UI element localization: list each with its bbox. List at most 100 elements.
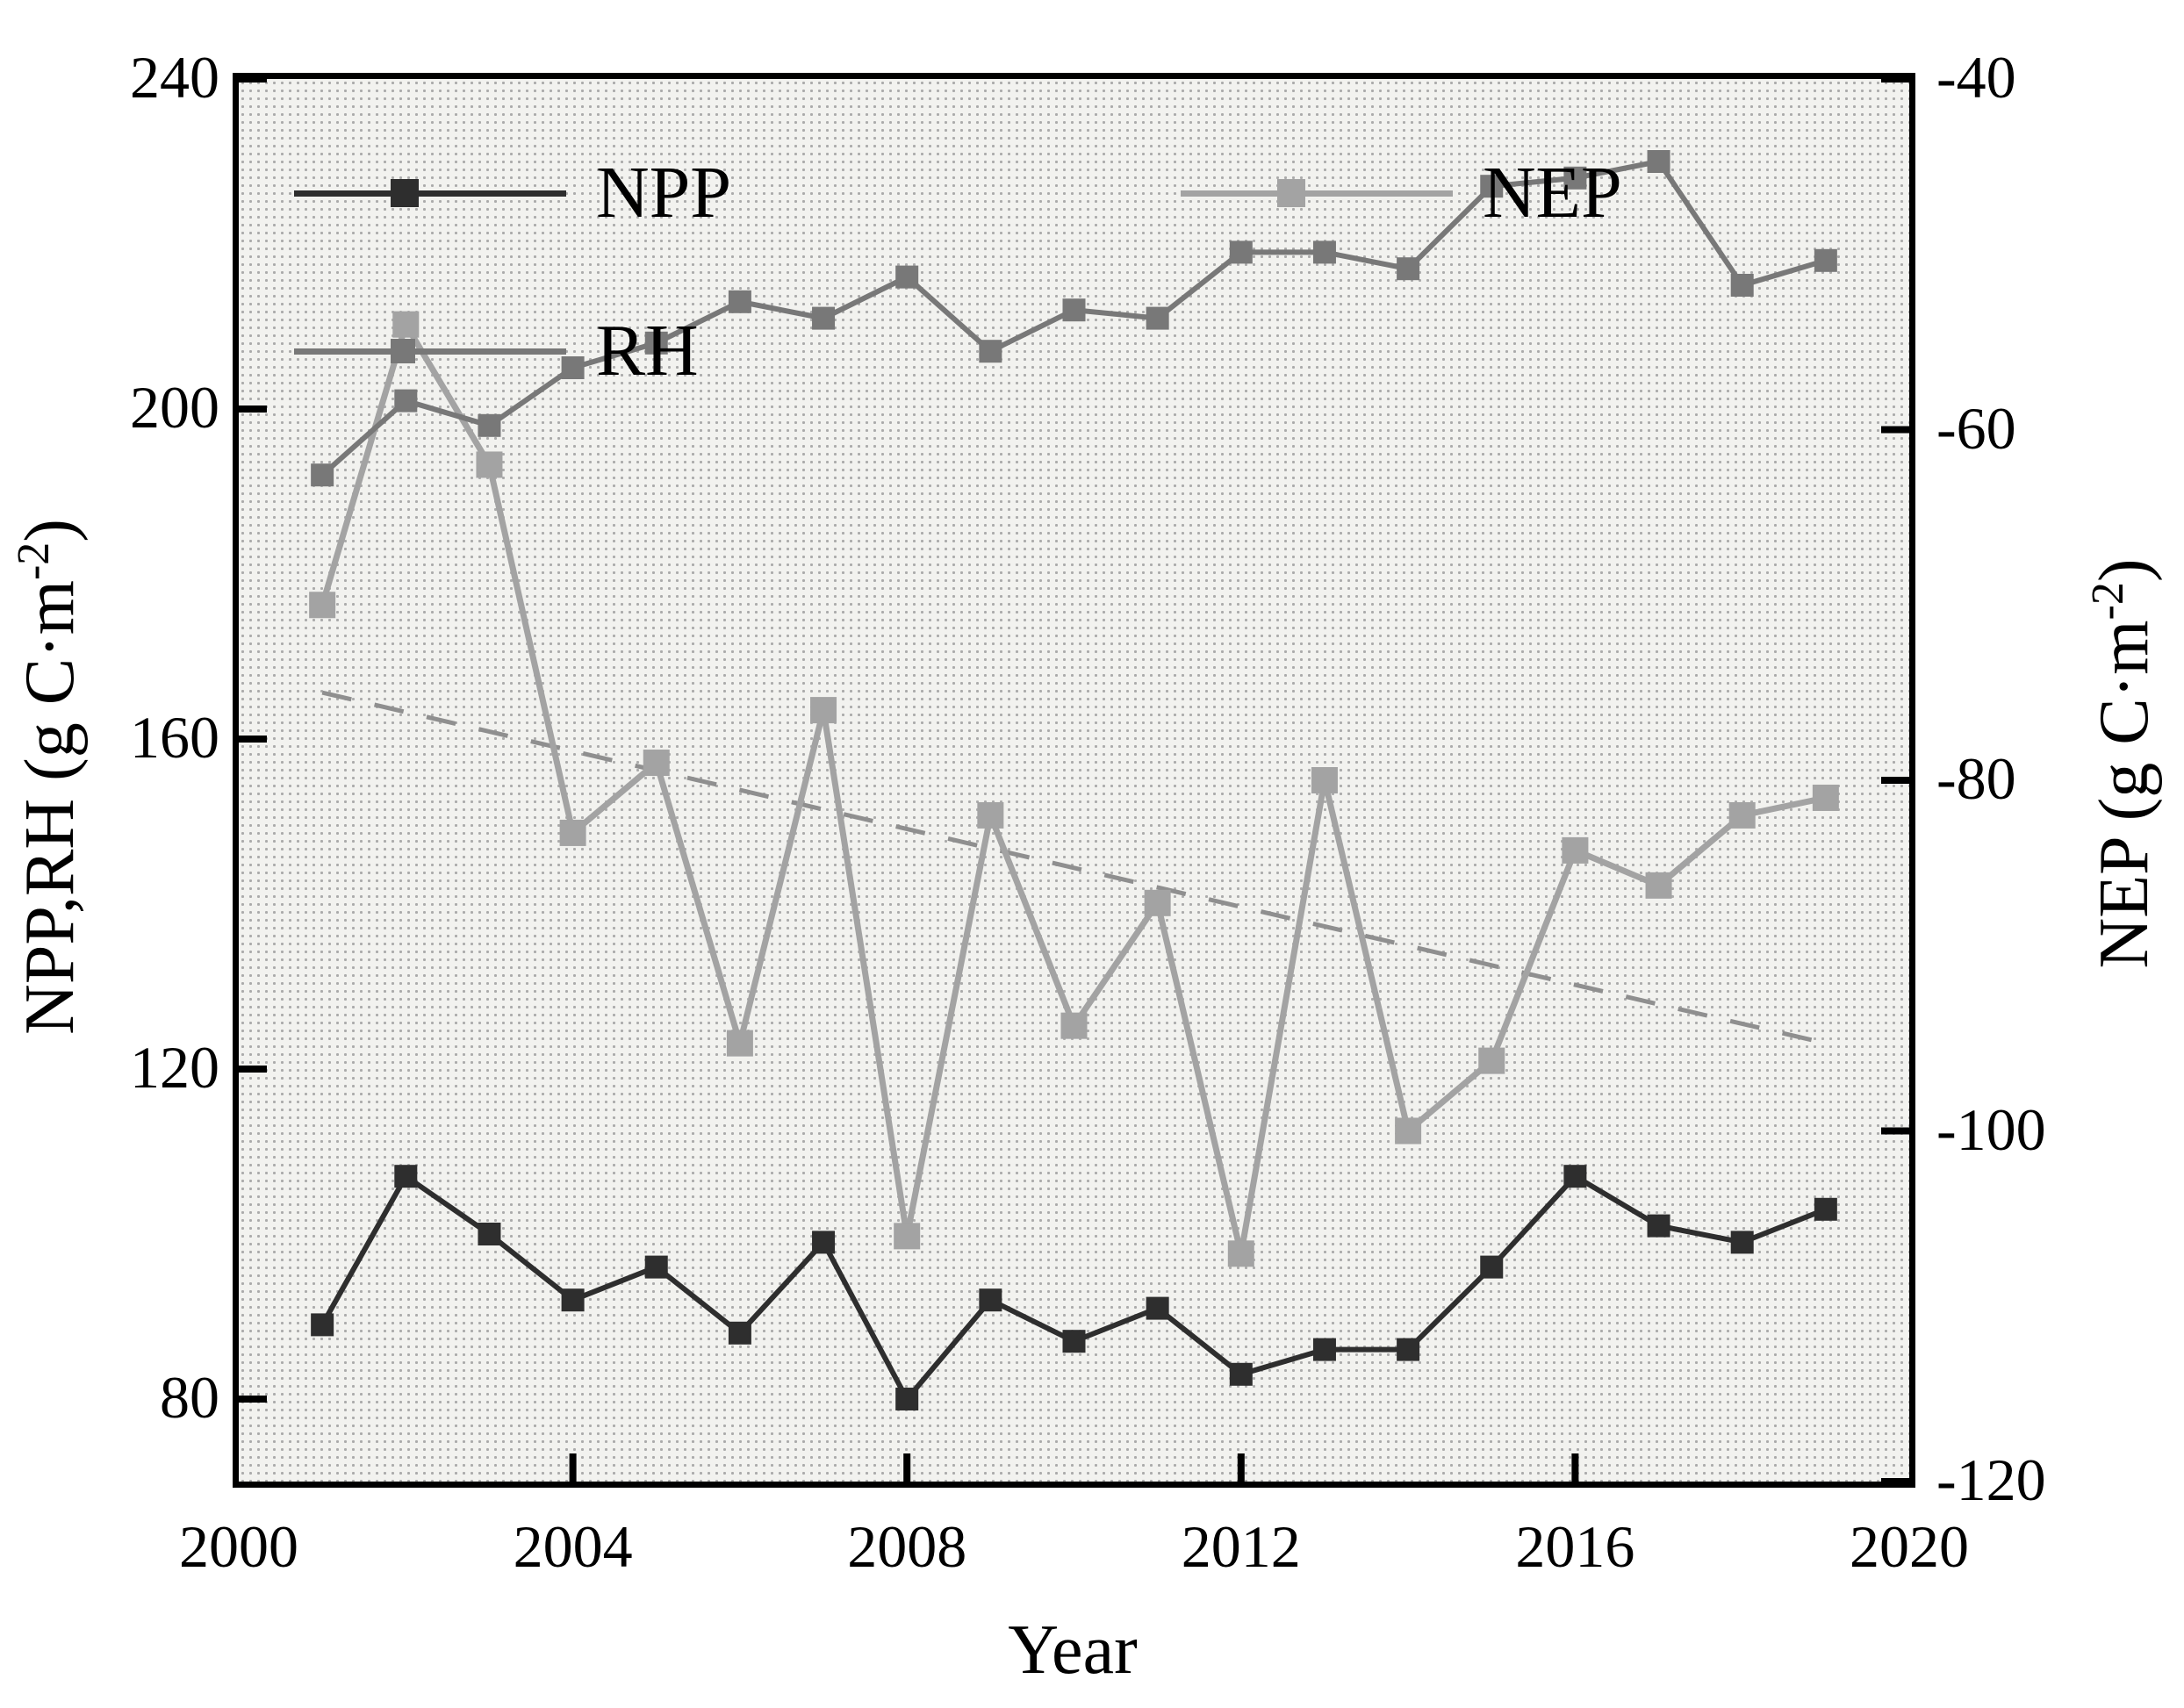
y-right-tick-label: -60 xyxy=(1936,394,2016,462)
rh-data-point-marker xyxy=(478,413,501,437)
npp-data-point-marker xyxy=(812,1231,836,1254)
legend-item-nep: NEP xyxy=(1181,151,1622,235)
npp-data-point-marker xyxy=(1062,1330,1086,1353)
rh-data-point-marker xyxy=(1480,175,1504,198)
rh-data-point-marker xyxy=(1229,240,1253,264)
rh-data-point-marker xyxy=(394,389,418,413)
legend-marker-rh-icon xyxy=(391,339,415,363)
legend-marker-npp-icon xyxy=(391,179,419,207)
x-tick-label: 2000 xyxy=(179,1513,298,1580)
rh-data-point-marker xyxy=(979,340,1002,363)
nep-data-point-marker xyxy=(1728,801,1756,829)
nep-data-point-marker xyxy=(1478,1047,1505,1074)
rh-data-point-marker xyxy=(644,331,668,355)
npp-data-point-marker xyxy=(561,1288,585,1312)
y-axis-title-left: NPP,RH (g C·m-2) xyxy=(9,519,89,1035)
legend-marker-nep-icon xyxy=(1277,179,1305,207)
series-npp xyxy=(311,1165,1837,1410)
nep-data-point-marker xyxy=(977,801,1004,829)
y-right-title-text: NEP (g C·m xyxy=(2085,620,2163,969)
rh-data-point-marker xyxy=(1397,257,1420,281)
npp-data-point-marker xyxy=(1647,1214,1670,1238)
rh-data-point-marker xyxy=(1647,150,1670,173)
npp-data-point-marker xyxy=(1229,1362,1253,1386)
rh-data-point-marker xyxy=(1062,298,1086,322)
y-left-tick-label: 120 xyxy=(130,1034,219,1101)
legend-line-npp xyxy=(294,179,566,207)
rh-data-point-marker xyxy=(311,463,334,487)
legend-line-rh xyxy=(294,339,566,363)
npp-data-point-marker xyxy=(1730,1231,1754,1254)
nep-data-point-marker xyxy=(1144,889,1171,916)
y-right-tick-label: -40 xyxy=(1936,44,2016,111)
x-tick-label: 2008 xyxy=(847,1513,967,1580)
nep-data-point-marker xyxy=(643,750,670,777)
y-left-title-close: ) xyxy=(11,519,89,542)
legend-label-npp: NPP xyxy=(596,152,732,233)
series-nep xyxy=(309,311,1839,1267)
y-right-tick-label: -100 xyxy=(1936,1095,2046,1163)
rh-data-point-marker xyxy=(895,265,919,289)
nep-data-point-marker xyxy=(559,819,586,846)
y-right-title-sup: -2 xyxy=(2083,582,2134,621)
y-left-tick-label: 160 xyxy=(130,704,219,771)
y-right-tick-label: -120 xyxy=(1936,1446,2046,1513)
legend-label-rh: RH xyxy=(596,310,699,391)
npp-data-point-marker xyxy=(1563,1165,1587,1188)
nep-data-point-marker xyxy=(726,1030,753,1057)
y-left-title-text: NPP,RH (g C·m xyxy=(11,580,89,1035)
legend-line-nep xyxy=(1181,179,1453,207)
y-right-tick-label: -80 xyxy=(1936,745,2016,812)
nep-data-point-marker xyxy=(392,311,420,338)
npp-data-point-marker xyxy=(728,1321,751,1345)
npp-data-point-marker xyxy=(478,1223,501,1245)
npp-data-point-marker xyxy=(1480,1255,1504,1279)
rh-data-point-marker xyxy=(1563,166,1587,190)
nep-trend-dashed-line xyxy=(321,690,1827,1046)
series-rh xyxy=(311,150,1837,487)
npp-data-point-marker xyxy=(1312,1338,1336,1361)
nep-data-point-marker xyxy=(1060,1012,1088,1039)
y-right-title-close: ) xyxy=(2085,558,2163,583)
nep-data-point-marker xyxy=(309,592,336,619)
y-left-tick-label: 80 xyxy=(160,1364,219,1431)
x-tick-label: 2004 xyxy=(513,1513,633,1580)
legend-item-rh: RH xyxy=(294,309,699,393)
y-left-tick-label: 200 xyxy=(130,374,219,441)
y-axis-title-right: NEP (g C·m-2) xyxy=(2083,559,2163,969)
npp-data-point-marker xyxy=(394,1165,418,1188)
npp-data-point-marker xyxy=(895,1388,919,1410)
npp-data-point-marker xyxy=(979,1288,1002,1312)
legend-item-npp: NPP xyxy=(294,151,731,235)
rh-data-point-marker xyxy=(1146,306,1169,330)
y-left-title-sup: -2 xyxy=(9,542,60,581)
x-axis-title: Year xyxy=(1008,1611,1138,1689)
legend-label-nep: NEP xyxy=(1483,152,1622,233)
npp-data-point-marker xyxy=(1146,1296,1169,1320)
npp-data-point-marker xyxy=(1397,1338,1420,1361)
npp-data-point-marker xyxy=(1814,1197,1837,1221)
nep-data-point-marker xyxy=(1395,1117,1422,1145)
rh-data-point-marker xyxy=(1312,240,1336,264)
chart-lines xyxy=(239,79,1909,1482)
npp-data-point-marker xyxy=(644,1255,668,1279)
axis-ticks xyxy=(239,79,1909,1482)
x-tick-label: 2012 xyxy=(1181,1513,1301,1580)
rh-data-point-marker xyxy=(1814,248,1837,272)
nep-data-point-marker xyxy=(1311,767,1338,793)
x-tick-label: 2016 xyxy=(1515,1513,1635,1580)
rh-data-point-marker xyxy=(812,306,836,330)
rh-data-point-marker xyxy=(1730,274,1754,297)
nep-data-point-marker xyxy=(476,451,503,478)
nep-data-point-marker xyxy=(1227,1240,1254,1267)
npp-data-point-marker xyxy=(311,1313,334,1337)
nep-data-point-marker xyxy=(810,697,837,724)
nep-data-point-marker xyxy=(1645,872,1672,899)
nep-data-point-marker xyxy=(894,1223,921,1250)
y-left-tick-label: 240 xyxy=(130,44,219,111)
nep-data-point-marker xyxy=(1562,836,1589,864)
x-tick-label: 2020 xyxy=(1850,1513,1969,1580)
rh-data-point-marker xyxy=(728,290,751,313)
rh-data-point-marker xyxy=(561,356,585,379)
